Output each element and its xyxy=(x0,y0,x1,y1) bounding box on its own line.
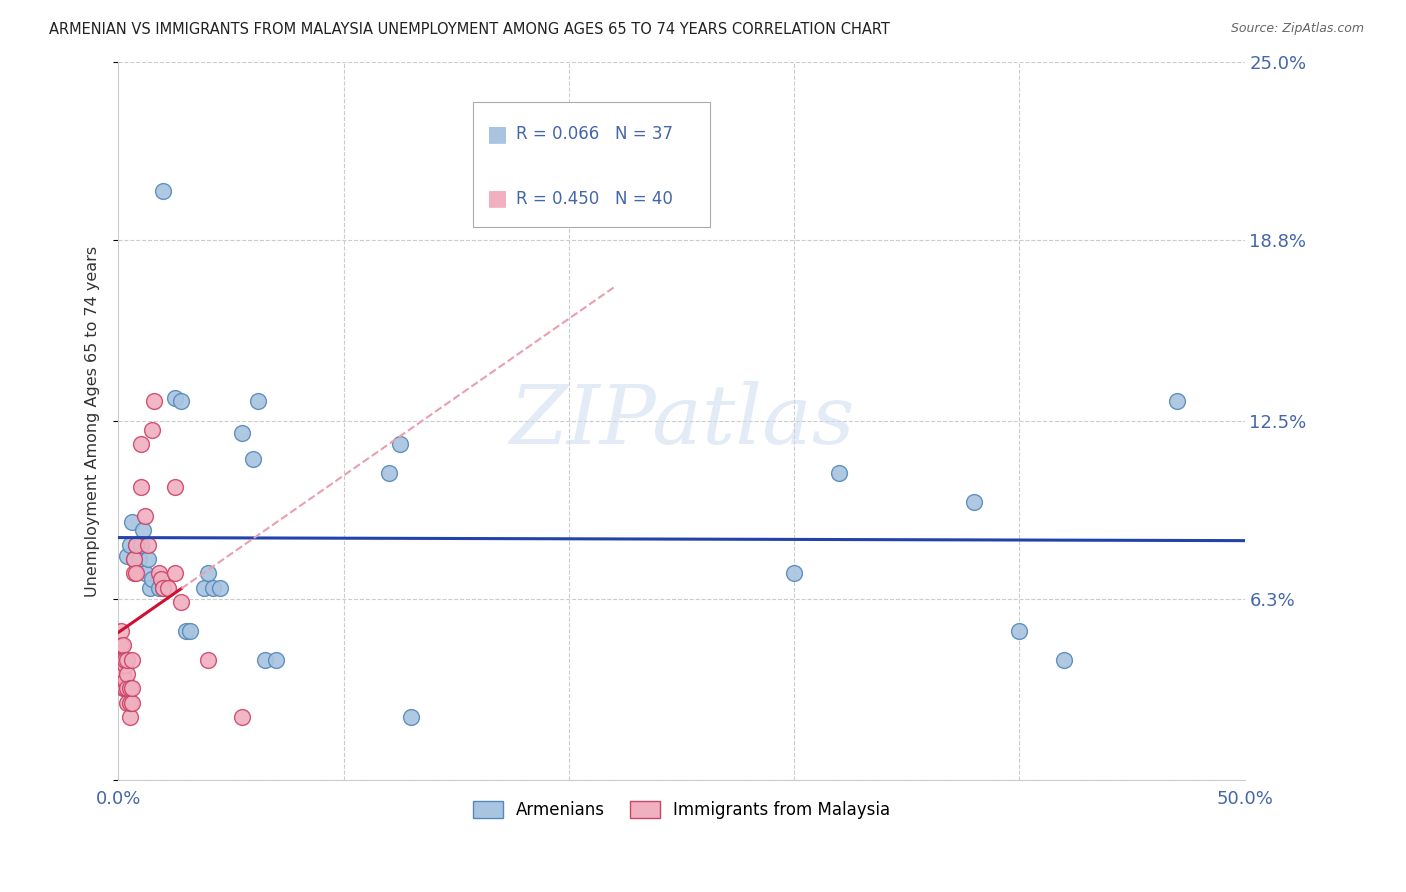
Point xyxy=(114,681,136,696)
Point xyxy=(156,581,179,595)
Point xyxy=(253,653,276,667)
Point xyxy=(110,624,132,638)
Point xyxy=(129,538,152,552)
Point xyxy=(132,524,155,538)
Point xyxy=(121,515,143,529)
Point xyxy=(118,710,141,724)
Point xyxy=(118,681,141,696)
Point xyxy=(152,581,174,595)
Point xyxy=(163,566,186,581)
Point xyxy=(125,538,148,552)
Text: R = 0.066   N = 37: R = 0.066 N = 37 xyxy=(516,125,673,143)
Point xyxy=(201,581,224,595)
Point xyxy=(148,581,170,595)
Point xyxy=(377,466,399,480)
Point xyxy=(117,681,139,696)
Point xyxy=(152,581,174,595)
Point xyxy=(1166,394,1188,409)
Point xyxy=(129,480,152,494)
Point xyxy=(117,549,139,564)
Point xyxy=(193,581,215,595)
Point xyxy=(163,391,186,405)
Point xyxy=(174,624,197,638)
Point xyxy=(247,394,270,409)
Point xyxy=(117,696,139,710)
Point xyxy=(121,681,143,696)
Point xyxy=(150,572,173,586)
Point xyxy=(783,566,806,581)
Point xyxy=(118,538,141,552)
Point xyxy=(208,581,231,595)
Point xyxy=(128,552,150,566)
Point xyxy=(129,437,152,451)
Point xyxy=(141,423,163,437)
Point xyxy=(134,508,156,523)
Point xyxy=(388,437,411,451)
Text: R = 0.450   N = 40: R = 0.450 N = 40 xyxy=(516,190,672,208)
Point xyxy=(111,681,134,696)
Point xyxy=(143,394,166,409)
Point xyxy=(117,667,139,681)
Text: ■: ■ xyxy=(486,188,508,209)
Point xyxy=(197,653,219,667)
Point xyxy=(125,566,148,581)
Point xyxy=(114,673,136,687)
Point xyxy=(136,538,159,552)
Text: ZIPatlas: ZIPatlas xyxy=(509,381,855,461)
Point xyxy=(231,425,253,440)
Point xyxy=(1008,624,1031,638)
Point xyxy=(114,653,136,667)
Point xyxy=(117,653,139,667)
Point xyxy=(122,552,145,566)
Point xyxy=(121,696,143,710)
Point xyxy=(125,538,148,552)
Legend: Armenians, Immigrants from Malaysia: Armenians, Immigrants from Malaysia xyxy=(465,795,897,826)
Point xyxy=(121,653,143,667)
Point xyxy=(134,566,156,581)
Point xyxy=(122,566,145,581)
Point xyxy=(111,653,134,667)
Point xyxy=(170,394,193,409)
Y-axis label: Unemployment Among Ages 65 to 74 years: Unemployment Among Ages 65 to 74 years xyxy=(86,245,100,597)
Point xyxy=(118,696,141,710)
Point xyxy=(111,667,134,681)
Point xyxy=(264,653,287,667)
Point xyxy=(148,566,170,581)
Point xyxy=(122,552,145,566)
Point xyxy=(828,466,851,480)
Point xyxy=(141,572,163,586)
Point xyxy=(179,624,201,638)
Text: Source: ZipAtlas.com: Source: ZipAtlas.com xyxy=(1230,22,1364,36)
Point xyxy=(139,581,162,595)
Point xyxy=(399,710,422,724)
Text: ARMENIAN VS IMMIGRANTS FROM MALAYSIA UNEMPLOYMENT AMONG AGES 65 TO 74 YEARS CORR: ARMENIAN VS IMMIGRANTS FROM MALAYSIA UNE… xyxy=(49,22,890,37)
Point xyxy=(111,638,134,652)
FancyBboxPatch shape xyxy=(472,102,710,227)
Point xyxy=(152,185,174,199)
Point xyxy=(231,710,253,724)
Point xyxy=(170,595,193,609)
Point xyxy=(242,451,264,466)
Point xyxy=(110,638,132,652)
Text: ■: ■ xyxy=(486,124,508,144)
Point xyxy=(963,494,986,508)
Point xyxy=(197,566,219,581)
Point xyxy=(114,658,136,673)
Point xyxy=(163,480,186,494)
Point xyxy=(1053,653,1076,667)
Point xyxy=(136,552,159,566)
Point xyxy=(110,653,132,667)
